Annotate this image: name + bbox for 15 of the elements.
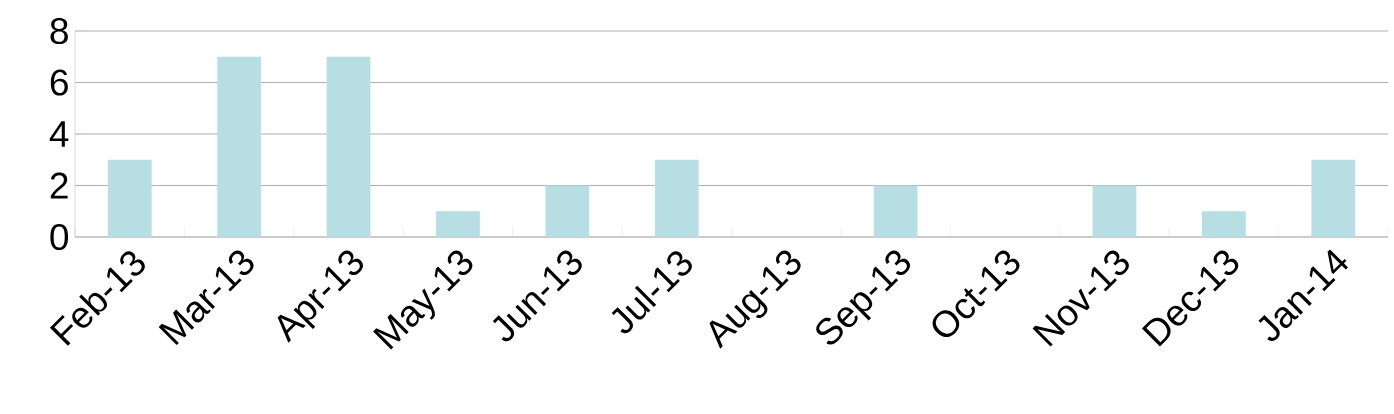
bar <box>1092 185 1137 237</box>
bar <box>545 185 590 237</box>
bar <box>654 159 699 237</box>
bar <box>326 56 371 237</box>
bar <box>1201 211 1246 237</box>
bar <box>107 159 152 237</box>
y-tick-label: 0 <box>50 223 69 251</box>
bar <box>1311 159 1356 237</box>
y-tick-label: 8 <box>50 17 68 45</box>
y-tick-label: 4 <box>49 121 69 147</box>
y-tick-label: 6 <box>50 69 68 96</box>
bar <box>873 185 918 237</box>
y-tick-label: 2 <box>50 172 68 199</box>
bar <box>217 56 262 237</box>
bar <box>436 211 480 237</box>
